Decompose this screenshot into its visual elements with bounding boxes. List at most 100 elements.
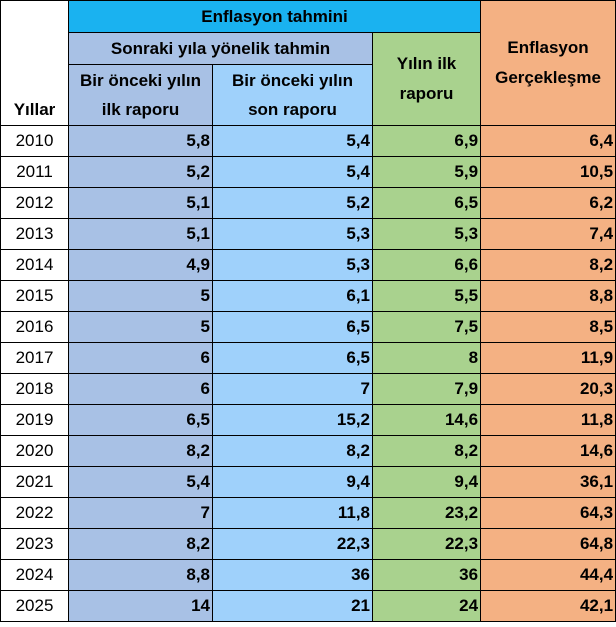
actual-cell: 44,4 xyxy=(480,559,616,591)
actual-cell: 64,3 xyxy=(480,497,616,529)
year-cell: 2018 xyxy=(0,373,69,405)
year-first-cell: 5,3 xyxy=(371,218,482,250)
year-first-report-header-line1: Yılın ilk xyxy=(396,54,457,73)
actual-cell: 64,8 xyxy=(480,528,616,560)
year-cell: 2022 xyxy=(0,497,69,529)
years-column-header: Yıllar xyxy=(0,0,69,126)
year-first-cell: 5,5 xyxy=(371,280,482,312)
year-cell: 2021 xyxy=(0,466,69,498)
actual-cell: 6,2 xyxy=(480,187,616,219)
table-row: 2019 6,5 15,2 14,6 11,8 xyxy=(0,404,616,436)
year-cell: 2015 xyxy=(0,280,69,312)
year-cell: 2019 xyxy=(0,404,69,436)
year-cell: 2017 xyxy=(0,342,69,374)
year-first-cell: 22,3 xyxy=(371,528,482,560)
table-row: 2011 5,2 5,4 5,9 10,5 xyxy=(0,156,616,188)
prev-last-cell: 21 xyxy=(212,590,373,622)
actual-cell: 11,9 xyxy=(480,342,616,374)
actual-cell: 20,3 xyxy=(480,373,616,405)
prev-first-cell: 8,2 xyxy=(68,435,213,467)
prev-first-cell: 8,8 xyxy=(68,559,213,591)
prev-first-cell: 6 xyxy=(68,342,213,374)
table-row: 2021 5,4 9,4 9,4 36,1 xyxy=(0,466,616,498)
prev-year-first-report-header-line1: Bir önceki yılın xyxy=(80,71,201,90)
year-first-cell: 5,9 xyxy=(371,156,482,188)
prev-first-cell: 5,4 xyxy=(68,466,213,498)
table-row: 2017 6 6,5 8 11,9 xyxy=(0,342,616,374)
prev-first-cell: 7 xyxy=(68,497,213,529)
prev-last-cell: 6,1 xyxy=(212,280,373,312)
table-title: Enflasyon tahmini xyxy=(67,0,482,33)
prev-last-cell: 5,2 xyxy=(212,187,373,219)
prev-last-cell: 22,3 xyxy=(212,528,373,560)
actual-cell: 10,5 xyxy=(480,156,616,188)
actual-cell: 8,2 xyxy=(480,249,616,281)
year-first-cell: 24 xyxy=(371,590,482,622)
year-first-cell: 6,6 xyxy=(371,249,482,281)
year-first-cell: 6,9 xyxy=(371,125,482,157)
prev-year-last-report-header-line1: Bir önceki yılın xyxy=(232,71,353,90)
year-first-cell: 36 xyxy=(371,559,482,591)
year-cell: 2014 xyxy=(0,249,69,281)
actual-cell: 8,5 xyxy=(480,311,616,343)
year-cell: 2012 xyxy=(0,187,69,219)
year-first-cell: 6,5 xyxy=(371,187,482,219)
table-row: 2025 14 21 24 42,1 xyxy=(0,590,616,622)
prev-year-first-report-header-line2: ilk raporu xyxy=(101,100,180,119)
prev-last-cell: 5,4 xyxy=(212,125,373,157)
table-row: 2012 5,1 5,2 6,5 6,2 xyxy=(0,187,616,219)
prev-last-cell: 8,2 xyxy=(212,435,373,467)
year-cell: 2016 xyxy=(0,311,69,343)
prev-last-cell: 6,5 xyxy=(212,311,373,343)
actual-cell: 11,8 xyxy=(480,404,616,436)
year-first-cell: 8,2 xyxy=(371,435,482,467)
prev-first-cell: 5,8 xyxy=(68,125,213,157)
table-row: 2015 5 6,1 5,5 8,8 xyxy=(0,280,616,312)
actual-inflation-header-line2: Gerçekleşme xyxy=(495,68,601,87)
table-row: 2013 5,1 5,3 5,3 7,4 xyxy=(0,218,616,250)
year-cell: 2023 xyxy=(0,528,69,560)
actual-cell: 6,4 xyxy=(480,125,616,157)
prev-last-cell: 36 xyxy=(212,559,373,591)
prev-last-cell: 5,3 xyxy=(212,218,373,250)
year-cell: 2024 xyxy=(0,559,69,591)
actual-cell: 36,1 xyxy=(480,466,616,498)
prev-first-cell: 5,1 xyxy=(68,187,213,219)
table-row: 2016 5 6,5 7,5 8,5 xyxy=(0,311,616,343)
prev-first-cell: 4,9 xyxy=(68,249,213,281)
table-row: 2014 4,9 5,3 6,6 8,2 xyxy=(0,249,616,281)
year-cell: 2010 xyxy=(0,125,69,157)
table-row: 2018 6 7 7,9 20,3 xyxy=(0,373,616,405)
prev-first-cell: 5 xyxy=(68,280,213,312)
next-year-forecast-header: Sonraki yıla yönelik tahmin xyxy=(68,32,373,65)
actual-cell: 8,8 xyxy=(480,280,616,312)
actual-cell: 42,1 xyxy=(480,590,616,622)
prev-first-cell: 6,5 xyxy=(68,404,213,436)
year-first-report-header-line2: raporu xyxy=(399,84,454,103)
year-cell: 2011 xyxy=(0,156,69,188)
table-row: 2024 8,8 36 36 44,4 xyxy=(0,559,616,591)
year-first-cell: 14,6 xyxy=(371,404,482,436)
prev-first-cell: 8,2 xyxy=(68,528,213,560)
table-row: 2010 5,8 5,4 6,9 6,4 xyxy=(0,125,616,157)
table-row: 2020 8,2 8,2 8,2 14,6 xyxy=(0,435,616,467)
actual-inflation-header-line1: Enflasyon xyxy=(507,38,589,57)
prev-first-cell: 5,1 xyxy=(68,218,213,250)
actual-cell: 7,4 xyxy=(480,218,616,250)
year-first-cell: 8 xyxy=(371,342,482,374)
prev-first-cell: 5 xyxy=(68,311,213,343)
year-cell: 2013 xyxy=(0,218,69,250)
prev-last-cell: 9,4 xyxy=(212,466,373,498)
year-first-report-header: Yılın ilk raporu xyxy=(371,32,482,126)
year-first-cell: 7,5 xyxy=(371,311,482,343)
table-body: 2010 5,8 5,4 6,9 6,4 2011 5,2 5,4 5,9 10… xyxy=(0,125,616,622)
prev-last-cell: 6,5 xyxy=(212,342,373,374)
actual-cell: 14,6 xyxy=(480,435,616,467)
prev-last-cell: 11,8 xyxy=(212,497,373,529)
prev-year-first-report-header: Bir önceki yılın ilk raporu xyxy=(68,64,213,126)
year-first-cell: 23,2 xyxy=(371,497,482,529)
table-row: 2023 8,2 22,3 22,3 64,8 xyxy=(0,528,616,560)
year-cell: 2020 xyxy=(0,435,69,467)
prev-first-cell: 14 xyxy=(68,590,213,622)
actual-inflation-header: Enflasyon Gerçekleşme xyxy=(480,0,616,126)
